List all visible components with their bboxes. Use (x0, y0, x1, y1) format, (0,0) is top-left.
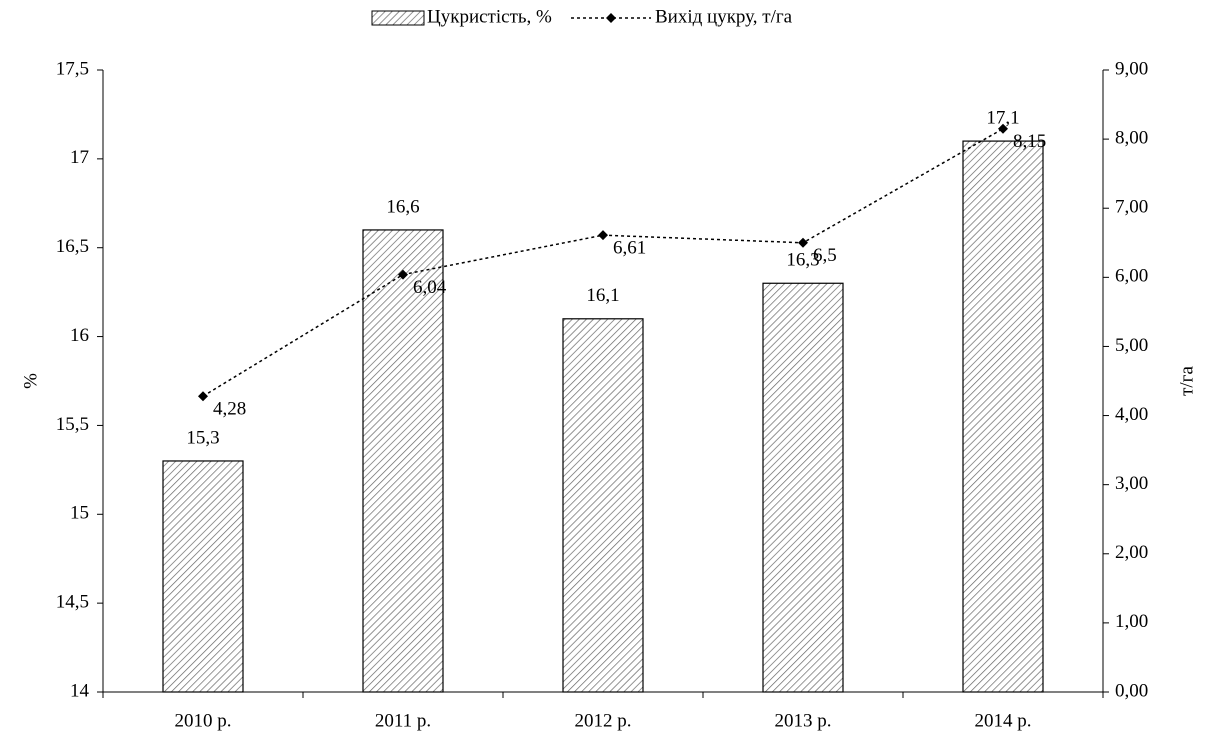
y-tick-label: 14,5 (56, 592, 89, 613)
line-marker (998, 123, 1008, 134)
y2-tick-label: 8,00 (1115, 127, 1148, 148)
x-tick-label: 2012 р. (575, 710, 632, 731)
y2-tick-label: 0,00 (1115, 680, 1148, 701)
line-value-label: 4,28 (213, 399, 246, 420)
x-tick-label: 2011 р. (375, 710, 431, 731)
y-tick-label: 17 (70, 147, 89, 168)
y2-tick-label: 4,00 (1115, 404, 1148, 425)
bar-value-label: 16,6 (386, 196, 419, 217)
x-tick-label: 2013 р. (775, 710, 832, 731)
bar (162, 460, 244, 693)
legend-swatch (606, 13, 616, 23)
bar (562, 318, 644, 693)
x-tick-label: 2014 р. (975, 710, 1032, 731)
y-axis-label: % (20, 373, 41, 389)
y2-tick-label: 7,00 (1115, 197, 1148, 218)
x-tick-label: 2010 р. (175, 710, 232, 731)
line-series (202, 128, 1004, 397)
legend-swatch (371, 10, 425, 26)
y-tick-label: 16 (70, 325, 89, 346)
legend-label: Цукристість, % (427, 6, 552, 27)
y-tick-label: 15 (70, 503, 89, 524)
bar (762, 282, 844, 693)
line-marker (798, 237, 808, 248)
bar-value-label: 15,3 (186, 427, 219, 448)
line-value-label: 8,15 (1013, 131, 1046, 152)
bar-value-label: 16,3 (786, 250, 819, 271)
y-tick-label: 15,5 (56, 414, 89, 435)
line-marker (598, 230, 608, 241)
bar (962, 140, 1044, 693)
bar (362, 229, 444, 693)
y2-tick-label: 5,00 (1115, 335, 1148, 356)
bar-value-label: 16,1 (586, 285, 619, 306)
line-value-label: 6,61 (613, 238, 646, 259)
y2-tick-label: 3,00 (1115, 473, 1148, 494)
y-tick-label: 16,5 (56, 236, 89, 257)
y2-tick-label: 2,00 (1115, 542, 1148, 563)
y2-tick-label: 9,00 (1115, 58, 1148, 79)
bar-value-label: 17,1 (986, 107, 1019, 128)
line-value-label: 6,04 (413, 277, 447, 298)
y-tick-label: 17,5 (56, 58, 89, 79)
y2-tick-label: 6,00 (1115, 266, 1148, 287)
legend-label: Вихід цукру, т/га (655, 6, 793, 27)
line-marker (198, 391, 208, 402)
y2-tick-label: 1,00 (1115, 611, 1148, 632)
line-value-label: 6,5 (813, 245, 837, 266)
line-marker (398, 269, 408, 280)
y-tick-label: 14 (70, 680, 90, 701)
y2-axis-label: т/га (1176, 366, 1197, 396)
